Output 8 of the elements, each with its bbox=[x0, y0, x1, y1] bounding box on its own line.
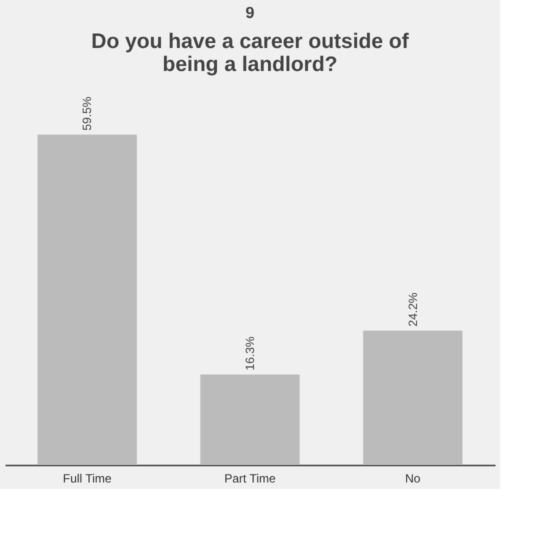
x-tick-label: Part Time bbox=[224, 472, 276, 486]
chart-subtitle: Do you have a career outside of being a landlord? bbox=[91, 30, 410, 76]
x-tick-label: Full Time bbox=[62, 472, 112, 486]
data-label: 24.2% bbox=[406, 292, 420, 327]
chart-title: 9 bbox=[246, 5, 255, 22]
data-label: 16.3% bbox=[243, 336, 257, 370]
x-tick-label: No bbox=[405, 472, 421, 486]
data-label: 59.5% bbox=[80, 96, 94, 131]
